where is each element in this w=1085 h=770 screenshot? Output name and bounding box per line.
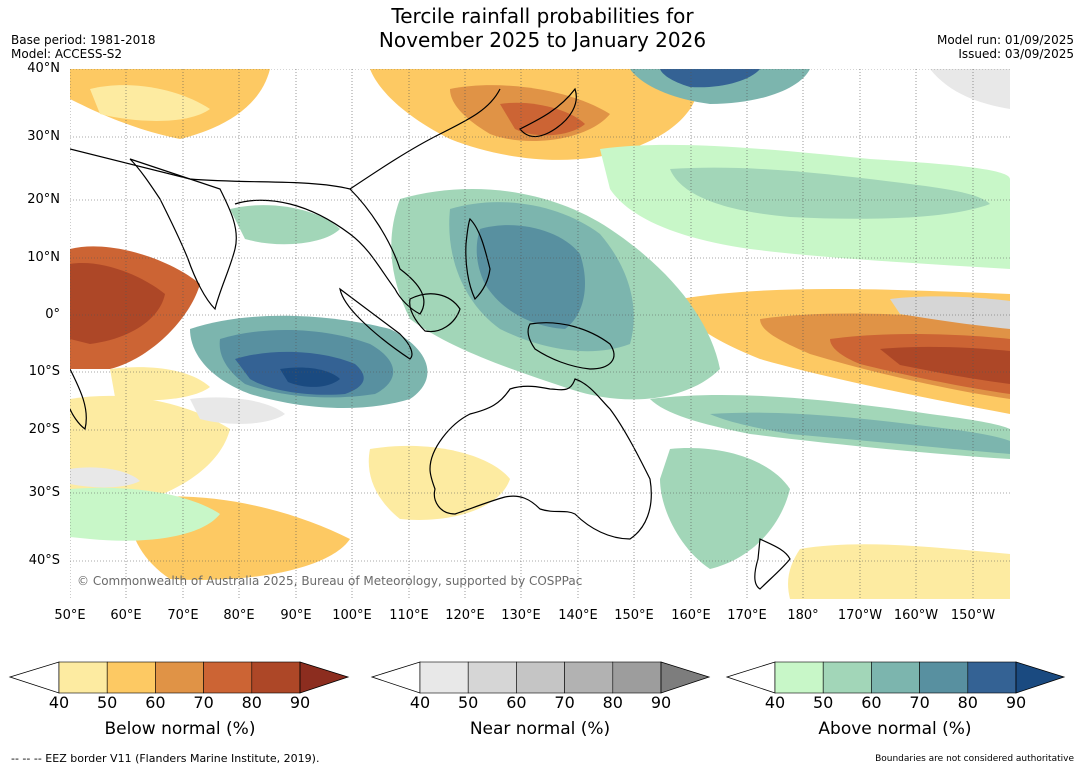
coastline-borneo [409, 293, 461, 333]
probability-map [70, 69, 1010, 599]
colorbar-min-arrow [725, 661, 776, 694]
colorbar-tick-label: 70 [554, 693, 575, 712]
lon-label-180: 180° [787, 608, 819, 623]
colorbar-tick-label: 50 [97, 693, 118, 712]
colorbar-swatch [564, 661, 614, 694]
lon-label-60e: 60°E [110, 608, 142, 623]
colorbar-swatch [58, 661, 108, 694]
lon-label-130e: 130°E [501, 608, 541, 623]
graticule [70, 69, 1010, 599]
model-name: Model: ACCESS-S2 [11, 47, 123, 61]
lat-label-10s: 10°S [28, 364, 60, 379]
lat-label-10n: 10°N [27, 250, 60, 265]
map-title-line2: November 2025 to January 2026 [378, 28, 707, 52]
lon-label-50e: 50°E [54, 608, 86, 623]
map-title-line1: Tercile rainfall probabilities for [391, 4, 694, 28]
colorbar-swatch [155, 661, 204, 694]
colorbar-swatch [203, 661, 253, 694]
lon-label-170e: 170°E [727, 608, 767, 623]
above-normal-regions [70, 69, 1010, 569]
colorbar-above-normal [725, 661, 1066, 694]
colorbar-tick-label: 50 [813, 693, 834, 712]
colorbar-tick-label: 90 [650, 693, 672, 712]
colorbar-title-near: Near normal (%) [469, 719, 611, 739]
lon-label-160e: 160°E [671, 608, 711, 623]
colorbar-near-normal [370, 661, 711, 694]
lat-label-40s: 40°S [28, 553, 60, 568]
colorbar-swatch [467, 661, 517, 694]
colorbar-swatch [822, 661, 872, 694]
colorbar-tick-label: 40 [764, 693, 786, 712]
colorbar-swatch [919, 661, 969, 694]
lat-label-0: 0° [45, 307, 60, 322]
colorbar-min-arrow [370, 661, 421, 694]
issue-info: Model run: 01/09/2025 Issued: 03/09/2025 [937, 33, 1074, 61]
boundaries-disclaimer: Boundaries are not considered authoritat… [875, 754, 1074, 764]
coastline-east-africa [70, 368, 87, 431]
colorbar-tick-label: 80 [602, 693, 623, 712]
lon-label-80e: 80°E [223, 608, 255, 623]
colorbar-legends [8, 661, 1066, 694]
coastline-australia [429, 378, 652, 540]
colorbar-swatch [516, 661, 565, 694]
colorbar-swatch [419, 661, 469, 694]
base-period-info: Base period: 1981-2018 Model: ACCESS-S2 [11, 33, 156, 61]
eez-border-note: -- -- -- EEZ border V11 (Flanders Marine… [11, 752, 320, 765]
lon-label-150w: 150°W [950, 608, 996, 623]
coastline-new-zealand [754, 538, 791, 590]
lon-label-120e: 120°E [445, 608, 485, 623]
colorbar-tick-label: 70 [193, 693, 214, 712]
lon-label-100e: 100°E [332, 608, 372, 623]
coastline-india [129, 158, 237, 311]
coastline-philippines [465, 217, 491, 301]
colorbar-tick-label: 60 [861, 693, 882, 712]
coastline-new-guinea [527, 322, 615, 370]
lon-label-90e: 90°E [280, 608, 312, 623]
lat-label-20s: 20°S [28, 422, 60, 437]
colorbar-title-below: Below normal (%) [104, 719, 256, 739]
coastline-sumatra [339, 287, 413, 360]
colorbar-max-arrow [660, 661, 711, 694]
colorbar-swatch [774, 661, 824, 694]
lon-label-170w: 170°W [837, 608, 883, 623]
lat-label-40n: 40°N [27, 61, 60, 76]
colorbar-tick-label: 40 [48, 693, 70, 712]
colorbar-below-normal [8, 661, 350, 694]
below-normal-regions [70, 69, 1010, 599]
colorbar-tick-label: 60 [506, 693, 527, 712]
colorbar-tick-label: 50 [458, 693, 479, 712]
lat-label-20n: 20°N [27, 192, 60, 207]
colorbar-tick-label: 90 [289, 693, 311, 712]
colorbar-swatch [612, 661, 662, 694]
lon-label-140e: 140°E [558, 608, 598, 623]
copyright-notice: © Commonwealth of Australia 2025, Bureau… [77, 574, 583, 588]
colorbar-max-arrow [1015, 661, 1066, 694]
lon-label-110e: 110°E [389, 608, 429, 623]
lat-label-30s: 30°S [28, 485, 60, 500]
model-run-date: Model run: 01/09/2025 [936, 33, 1074, 47]
lon-label-160w: 160°W [893, 608, 939, 623]
lat-label-30n: 30°N [27, 129, 60, 144]
issued-date: Issued: 03/09/2025 [958, 47, 1074, 61]
colorbar-swatch [967, 661, 1017, 694]
colorbar-swatch [251, 661, 301, 694]
colorbar-tick-label: 80 [241, 693, 262, 712]
base-period: Base period: 1981-2018 [11, 33, 156, 47]
coastline-japan [519, 87, 577, 138]
colorbar-tick-label: 90 [1005, 693, 1027, 712]
colorbar-tick-label: 70 [909, 693, 930, 712]
colorbar-tick-label: 40 [409, 693, 431, 712]
colorbar-min-arrow [8, 661, 60, 694]
lon-label-70e: 70°E [167, 608, 199, 623]
colorbar-swatch [871, 661, 920, 694]
lon-label-150e: 150°E [614, 608, 654, 623]
colorbar-swatch [106, 661, 156, 694]
colorbar-max-arrow [299, 661, 350, 694]
colorbar-tick-label: 80 [957, 693, 978, 712]
coastlines [70, 87, 791, 590]
colorbar-title-above: Above normal (%) [818, 719, 972, 739]
colorbar-tick-label: 60 [145, 693, 166, 712]
